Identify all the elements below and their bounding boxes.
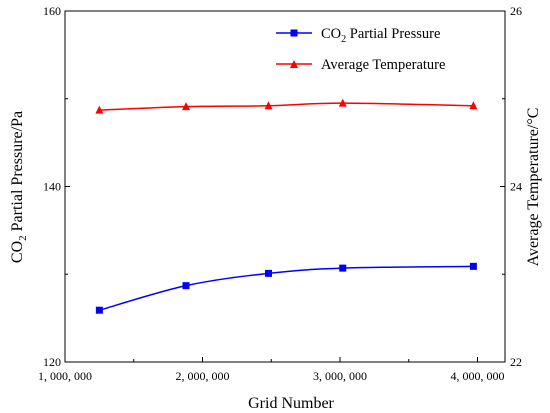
- legend-co2-label-rest: Partial Pressure: [346, 26, 440, 42]
- x-tick-label: 1, 000, 000: [38, 369, 92, 383]
- y-axis-right-title: Average Temperature/°C: [525, 108, 542, 267]
- point-co2: [182, 282, 190, 290]
- legend-co2-label-main: CO: [321, 26, 341, 42]
- point-co2: [469, 262, 477, 270]
- y-axis-left-title-rest: Partial Pressure/Pa: [9, 111, 26, 235]
- y-axis-left-title-sub: 2: [17, 235, 29, 241]
- legend-temp-marker: [290, 60, 298, 68]
- y-axis-left-title: CO2 Partial Pressure/Pa: [9, 111, 29, 263]
- legend-temp-label: Average Temperature: [321, 57, 445, 73]
- y-right-tick-label: 26: [510, 4, 522, 18]
- x-tick-label: 3, 000, 000: [313, 369, 367, 383]
- y-right-tick-label: 22: [510, 355, 522, 369]
- legend: CO2 Partial Pressure Average Temperature: [276, 26, 445, 73]
- axes: 1, 000, 000 2, 000, 000 3, 000, 000 4, 000,…: [38, 4, 522, 383]
- point-temp: [264, 101, 273, 110]
- point-temp: [469, 101, 478, 110]
- y-left-tick-label: 140: [43, 180, 61, 194]
- y-left-tick-label: 120: [43, 355, 61, 369]
- x-axis-title: Grid Number: [248, 395, 334, 412]
- point-co2: [95, 306, 103, 314]
- point-co2: [339, 264, 347, 272]
- x-tick-label: 2, 000, 000: [176, 369, 230, 383]
- series-line-co2: [99, 265, 474, 311]
- point-temp: [95, 105, 104, 114]
- legend-co2-label: CO2 Partial Pressure: [321, 26, 440, 45]
- legend-co2-label-sub: 2: [341, 34, 346, 45]
- y-left-tick-label: 160: [43, 4, 61, 18]
- point-temp: [338, 98, 347, 107]
- series-line-temp: [99, 102, 474, 111]
- point-temp: [182, 102, 190, 111]
- x-tick-label: 4, 000, 000: [451, 369, 505, 383]
- y-right-tick-label: 24: [510, 180, 522, 194]
- y-axis-left-title-main: CO: [9, 241, 26, 263]
- legend-co2-marker: [290, 29, 298, 37]
- plot-marks: [95, 98, 478, 314]
- point-co2: [265, 269, 272, 277]
